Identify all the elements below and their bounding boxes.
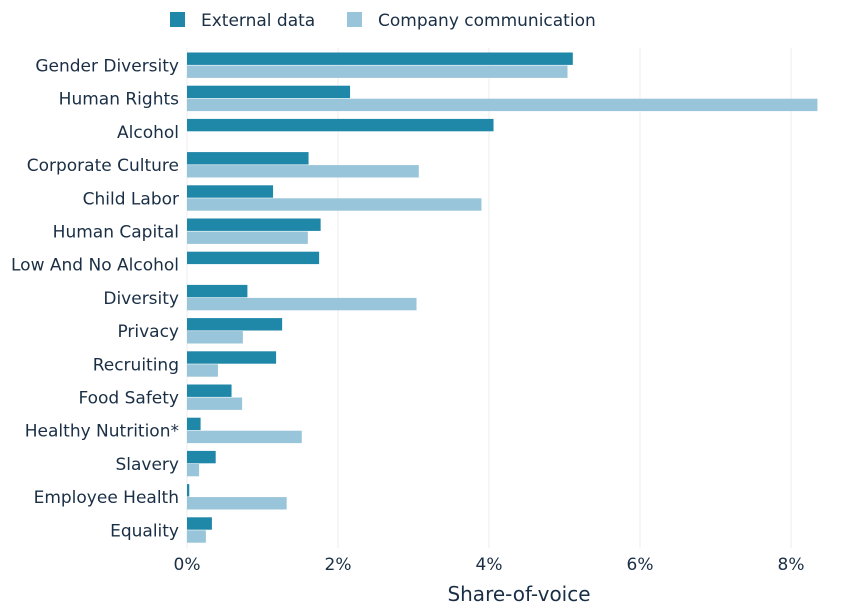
bar-external-data-alcohol <box>187 118 494 132</box>
x-tick-label: 2% <box>325 555 352 575</box>
bar-company-communication-employee-health <box>187 497 287 510</box>
bar-company-communication-slavery <box>187 463 200 477</box>
bar-external-data-low-and-no-alcohol <box>187 251 320 265</box>
legend: External data Company communication <box>170 11 596 31</box>
bar-external-data-equality <box>187 517 212 530</box>
bars <box>187 52 818 543</box>
category-label-privacy: Privacy <box>117 322 179 342</box>
category-label-gender-diversity: Gender Diversity <box>35 57 179 77</box>
bar-company-communication-human-capital <box>187 231 308 244</box>
legend-label-external-data: External data <box>201 11 315 31</box>
category-label-healthy-nutrition: Healthy Nutrition* <box>25 422 179 442</box>
bar-company-communication-gender-diversity <box>187 65 568 78</box>
bar-company-communication-corporate-culture <box>187 165 419 178</box>
bar-external-data-human-capital <box>187 218 321 231</box>
legend-label-company-communication: Company communication <box>378 11 596 31</box>
category-label-alcohol: Alcohol <box>117 123 179 143</box>
x-tick-label: 6% <box>627 555 654 575</box>
bar-company-communication-child-labor <box>187 198 482 211</box>
category-label-human-capital: Human Capital <box>53 223 179 243</box>
category-label-equality: Equality <box>110 521 179 541</box>
bar-external-data-healthy-nutrition <box>187 417 201 431</box>
bar-company-communication-equality <box>187 530 206 543</box>
category-label-employee-health: Employee Health <box>34 488 179 508</box>
bar-company-communication-human-rights <box>187 98 818 112</box>
bar-external-data-child-labor <box>187 185 274 198</box>
x-tick-label: 8% <box>778 555 805 575</box>
bar-external-data-food-safety <box>187 384 232 397</box>
category-label-recruiting: Recruiting <box>93 355 179 375</box>
bar-company-communication-food-safety <box>187 397 243 410</box>
category-label-food-safety: Food Safety <box>78 389 179 409</box>
bar-external-data-human-rights <box>187 85 351 99</box>
bar-company-communication-healthy-nutrition <box>187 430 302 444</box>
bar-external-data-gender-diversity <box>187 52 573 65</box>
bar-external-data-diversity <box>187 284 248 298</box>
category-label-corporate-culture: Corporate Culture <box>27 156 179 176</box>
legend-swatch-company-communication <box>347 12 362 27</box>
bar-external-data-employee-health <box>187 484 190 497</box>
category-labels: Gender Diversity Human Rights Alcohol Corpo… <box>11 57 179 542</box>
category-label-human-rights: Human Rights <box>59 90 179 110</box>
bar-external-data-recruiting <box>187 351 277 364</box>
x-tick-label: 0% <box>174 555 201 575</box>
bar-external-data-slavery <box>187 450 216 464</box>
bar-external-data-corporate-culture <box>187 152 309 165</box>
category-label-child-labor: Child Labor <box>83 189 179 209</box>
x-axis-title: Share-of-voice <box>447 582 590 606</box>
x-tick-labels: 0% 2% 4% 6% 8% <box>174 555 805 575</box>
category-label-slavery: Slavery <box>115 455 179 475</box>
legend-swatch-external-data <box>170 12 185 27</box>
bar-company-communication-diversity <box>187 297 417 311</box>
x-tick-label: 4% <box>476 555 503 575</box>
bar-company-communication-recruiting <box>187 364 218 377</box>
category-label-diversity: Diversity <box>103 289 179 309</box>
category-label-low-and-no-alcohol: Low And No Alcohol <box>11 256 179 276</box>
bar-external-data-privacy <box>187 318 283 331</box>
bar-company-communication-privacy <box>187 331 243 344</box>
